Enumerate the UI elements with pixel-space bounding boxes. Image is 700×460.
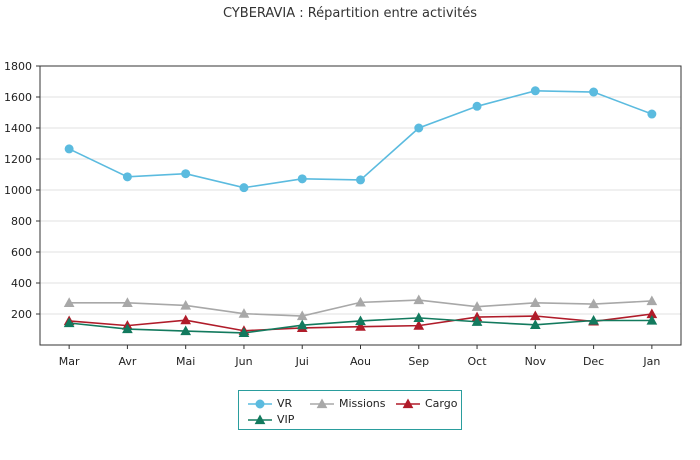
data-point-vip [413, 312, 425, 322]
x-tick-label: Jui [295, 355, 309, 368]
legend-marker-cargo [402, 398, 414, 409]
data-point-cargo [413, 320, 425, 330]
axes: 200 400 600 800 1000 1200 1400 1600 1800 Mar Avr Ma… [4, 60, 682, 368]
data-point-vr [530, 86, 540, 96]
series-vip [63, 312, 658, 338]
data-point-vr [122, 172, 132, 182]
series-layer [63, 86, 658, 338]
legend-marker-missions [316, 398, 328, 409]
data-point-vr [647, 109, 657, 119]
data-point-missions [413, 294, 425, 305]
legend-marker-vip [254, 414, 266, 425]
data-point-missions [296, 310, 308, 321]
data-point-missions [355, 296, 366, 307]
x-tick-label: Jan [642, 355, 660, 368]
legend-marker-vr [255, 399, 265, 409]
legend-swatch-missions [310, 398, 334, 409]
data-point-vip [63, 317, 75, 328]
legend-label: VR [277, 397, 293, 410]
x-tick-label: Sep [408, 355, 429, 368]
data-point-vr [239, 183, 249, 193]
data-point-vip [646, 314, 658, 325]
data-point-vip [588, 314, 599, 325]
y-tick-label: 1600 [4, 91, 32, 104]
gridlines [40, 65, 681, 315]
x-tick-label: Aou [350, 355, 371, 368]
data-point-missions [180, 299, 192, 310]
legend-swatch-cargo [396, 398, 420, 409]
data-point-vip [529, 319, 541, 329]
data-point-cargo [180, 314, 192, 325]
data-point-missions [646, 295, 658, 306]
legend-label: Cargo [425, 397, 458, 410]
data-point-missions [588, 298, 599, 309]
data-point-vip [296, 319, 308, 330]
y-tick-label: 400 [11, 277, 32, 290]
data-point-vip [238, 327, 250, 338]
data-point-vip [122, 323, 133, 334]
x-tick-label: Oct [468, 355, 488, 368]
series-line-vr [68, 89, 653, 189]
x-tick-label: Dec [583, 355, 604, 368]
data-point-missions [63, 297, 75, 307]
series-missions [63, 294, 658, 321]
x-tick-label: Mai [176, 355, 195, 368]
data-point-missions [122, 297, 133, 307]
y-tick-label: 600 [11, 246, 32, 259]
x-tick-label: Avr [118, 355, 136, 368]
data-point-vip [471, 316, 483, 326]
legend: VR Missions Cargo VIP [238, 390, 462, 430]
y-tick-label: 800 [11, 215, 32, 228]
legend-label: VIP [277, 413, 295, 426]
x-tick-label: Nov [525, 355, 547, 368]
series-vr [64, 86, 657, 193]
x-tick-label: Jun [234, 355, 252, 368]
data-point-missions [471, 301, 483, 311]
y-tick-label: 1000 [4, 184, 32, 197]
data-point-vr [414, 123, 424, 133]
data-point-vr [589, 87, 599, 97]
x-tick-label: Mar [59, 355, 80, 368]
data-point-vip [180, 325, 192, 336]
data-point-vr [472, 101, 482, 111]
legend-swatch-vr [248, 399, 272, 409]
legend-swatch-vip [248, 414, 272, 425]
data-point-cargo [355, 321, 366, 331]
data-point-vr [356, 175, 365, 185]
data-point-missions [238, 308, 250, 318]
legend-label: Missions [339, 397, 386, 410]
y-tick-label: 1400 [4, 122, 32, 135]
data-point-vip [355, 315, 366, 326]
data-point-vr [64, 144, 74, 154]
chart-title: CYBERAVIA : Répartition entre activités [222, 6, 478, 21]
data-point-missions [529, 297, 541, 307]
y-tick-label: 1800 [4, 60, 32, 73]
data-point-vr [181, 169, 191, 179]
y-tick-label: 200 [11, 308, 32, 321]
y-tick-label: 1200 [4, 153, 32, 166]
data-point-vr [297, 174, 307, 184]
